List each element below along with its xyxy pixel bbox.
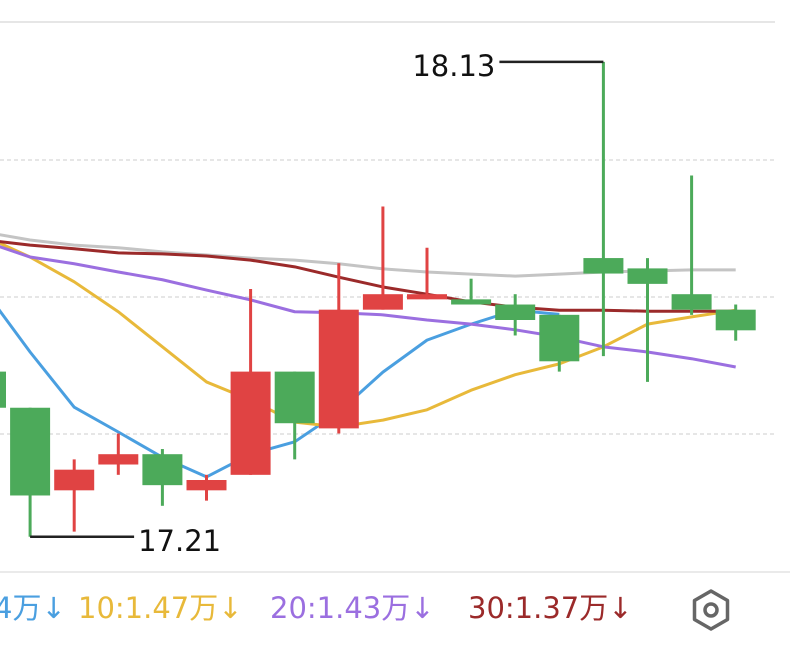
candle-body bbox=[407, 294, 447, 300]
ma-line bbox=[0, 241, 736, 429]
candle-body bbox=[362, 294, 403, 310]
legend-entry: 30:1.37万↓ bbox=[468, 591, 633, 625]
candle-body bbox=[583, 258, 624, 274]
hexagon bbox=[692, 589, 730, 631]
candle-body bbox=[274, 371, 315, 424]
settings-icon[interactable] bbox=[692, 589, 730, 631]
ma-line bbox=[0, 308, 560, 479]
legend-entry: 10:1.47万↓ bbox=[78, 591, 243, 625]
candle-body bbox=[10, 407, 51, 496]
candle-body bbox=[186, 480, 227, 491]
plot: 18.13 17.21 bbox=[0, 49, 756, 558]
ma-line bbox=[0, 245, 736, 369]
low-label: 17.21 bbox=[138, 524, 221, 558]
legend: 4万↓ 10:1.47万↓ 20:1.43万↓ 30:1.37万↓ bbox=[0, 591, 633, 625]
legend-entry: 20:1.43万↓ bbox=[270, 591, 435, 625]
legend-entry: 4万↓ bbox=[0, 591, 66, 625]
high-label: 18.13 bbox=[412, 49, 495, 83]
candle-body bbox=[318, 309, 359, 429]
icon-dot bbox=[703, 602, 719, 618]
ma-line bbox=[0, 240, 736, 313]
candle-body bbox=[142, 454, 183, 486]
candle-body bbox=[539, 314, 580, 362]
candle-body bbox=[54, 469, 95, 491]
candle-body bbox=[98, 454, 139, 465]
candle-body bbox=[715, 309, 756, 331]
candle-body bbox=[671, 294, 712, 310]
candle-body bbox=[230, 371, 271, 475]
candle-body bbox=[495, 304, 536, 320]
candle-body bbox=[0, 371, 6, 408]
candle-body bbox=[451, 299, 492, 305]
candle-body bbox=[627, 268, 668, 284]
